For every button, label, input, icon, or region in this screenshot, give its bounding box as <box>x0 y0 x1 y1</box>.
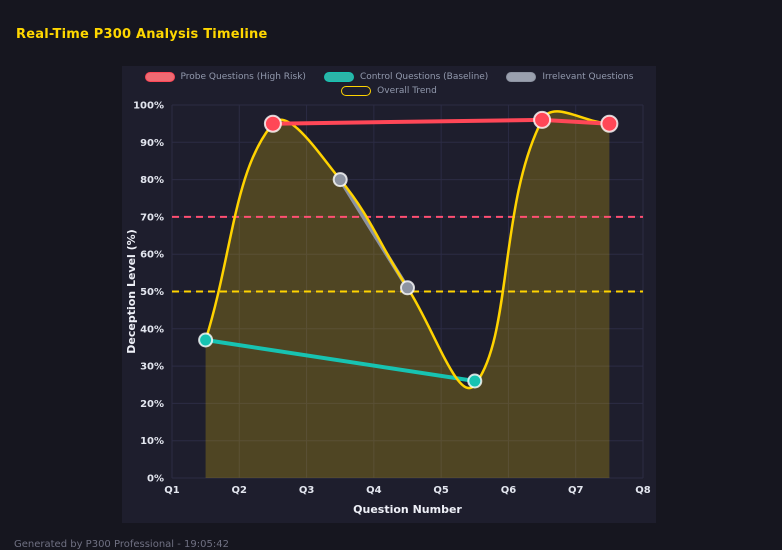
y-tick-label: 30% <box>140 362 164 373</box>
x-tick-label: Q8 <box>635 485 651 496</box>
x-tick-label: Q7 <box>568 485 584 496</box>
x-tick-label: Q2 <box>232 485 248 496</box>
data-point-irrelevant[interactable] <box>400 280 415 296</box>
legend-swatch-trend <box>341 86 372 96</box>
x-tick-label: Q6 <box>501 485 517 496</box>
legend-label: Overall Trend <box>377 86 437 96</box>
data-point-control[interactable] <box>467 373 483 389</box>
p300-timeline-chart: 0% 10% 20% 30% 40% 50% 60% 70% 80% 90% 100% Q1 Q2 Q3 Q… <box>125 101 651 517</box>
x-axis-title: Question Number <box>353 503 462 516</box>
y-tick-label: 40% <box>140 324 164 335</box>
x-tick-label: Q4 <box>366 485 382 496</box>
y-tick-label: 70% <box>140 212 164 223</box>
legend-label: Irrelevant Questions <box>542 72 634 82</box>
y-tick-label: 20% <box>140 399 164 410</box>
y-tick-label: 0% <box>147 474 164 485</box>
legend-item-control[interactable]: Control Questions (Baseline) <box>323 72 489 82</box>
x-tick-label: Q5 <box>433 485 449 496</box>
x-tick-label: Q1 <box>164 485 180 496</box>
y-axis-title: Deception Level (%) <box>125 229 138 353</box>
data-point-probe[interactable] <box>533 110 552 129</box>
y-tick-label: 10% <box>140 436 164 447</box>
footer-note: Generated by P300 Professional - 19:05:4… <box>14 539 229 550</box>
y-tick-label: 90% <box>140 138 164 149</box>
legend-label: Probe Questions (High Risk) <box>180 72 306 82</box>
data-point-probe[interactable] <box>263 114 282 133</box>
x-tick-label: Q3 <box>299 485 315 496</box>
y-tick-label: 50% <box>140 287 164 298</box>
series-line-control <box>203 338 477 383</box>
legend-label: Control Questions (Baseline) <box>359 72 489 82</box>
chart-legend: Probe Questions (High Risk) Control Quest… <box>122 72 656 96</box>
legend-swatch-irrelevant <box>506 72 537 82</box>
page-title: Real-Time P300 Analysis Timeline <box>16 27 268 42</box>
y-tick-label: 80% <box>140 175 164 186</box>
legend-item-probe[interactable]: Probe Questions (High Risk) <box>144 72 306 82</box>
legend-row-1: Probe Questions (High Risk) Control Quest… <box>144 72 633 82</box>
legend-item-irrelevant[interactable]: Irrelevant Questions <box>506 72 633 82</box>
legend-swatch-control <box>323 72 354 82</box>
data-point-irrelevant[interactable] <box>332 172 348 188</box>
data-point-probe[interactable] <box>600 114 619 133</box>
y-tick-label: 100% <box>133 101 164 112</box>
legend-swatch-probe <box>144 72 175 82</box>
data-point-control[interactable] <box>198 332 214 348</box>
legend-row-2: Overall Trend <box>341 86 437 96</box>
y-tick-label: 60% <box>140 250 164 261</box>
legend-item-trend[interactable]: Overall Trend <box>341 86 437 96</box>
chart-panel: Probe Questions (High Risk) Control Quest… <box>122 66 656 523</box>
